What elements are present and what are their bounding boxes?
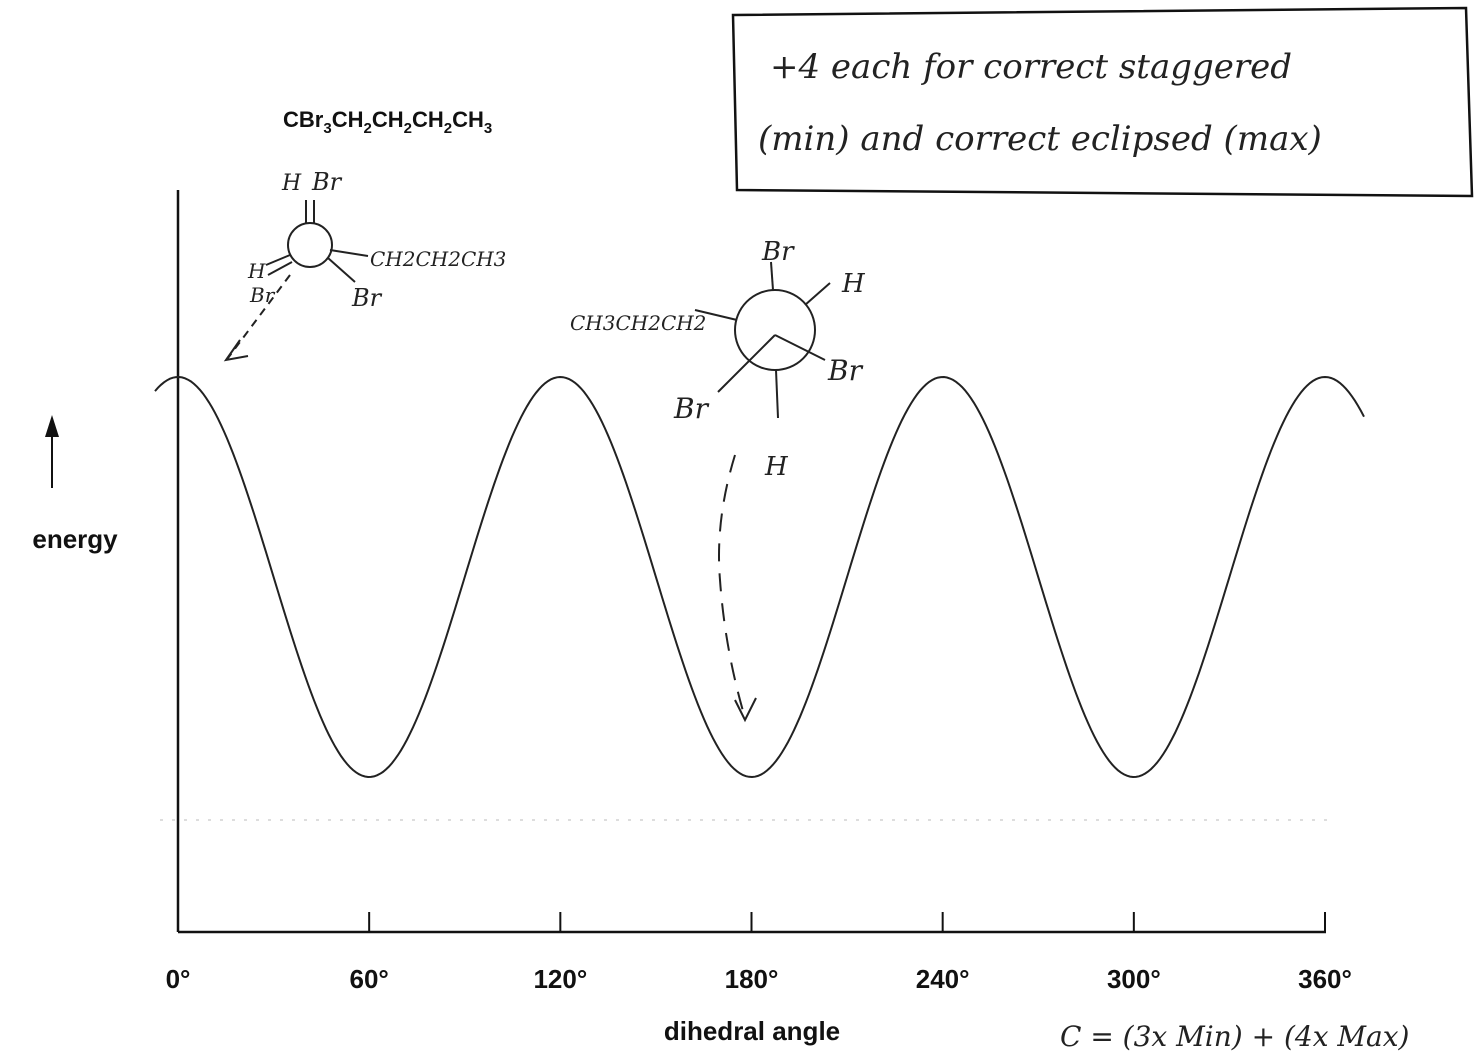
newman-label: H — [281, 171, 302, 196]
energy-curve — [154, 375, 1365, 779]
newman-label: H — [841, 269, 866, 299]
newman-label: CH2CH2CH3 — [370, 247, 506, 271]
newman-label: Br — [761, 237, 795, 267]
formula: CBr3CH2CH2CH2CH3 — [283, 107, 492, 137]
annotation-line: (min) and correct eclipsed (max) — [758, 119, 1322, 159]
x-tick-label: 0° — [166, 964, 191, 994]
x-tick-label: 300° — [1107, 964, 1161, 994]
footer-note: C = (3x Min) + (4x Max) — [1060, 1020, 1409, 1053]
formula-subscript: 2 — [363, 120, 371, 137]
newman-staggered — [694, 261, 831, 723]
energy-arrowhead — [45, 415, 59, 437]
x-tick-label: 360° — [1298, 964, 1352, 994]
formula-subscript: 3 — [323, 120, 331, 137]
formula-part: CH — [332, 107, 364, 132]
newman-label: CH3CH2CH2 — [570, 311, 706, 335]
x-tick-label: 180° — [725, 964, 779, 994]
x-tick-label: 120° — [533, 964, 587, 994]
newman-label: Br — [673, 392, 710, 425]
y-axis-label: energy — [32, 524, 118, 554]
formula-part: CBr — [283, 107, 324, 132]
formula-subscript: 2 — [444, 120, 452, 137]
annotation-frame — [731, 6, 1474, 198]
newman-label: Br — [827, 354, 864, 387]
formula-subscript: 3 — [484, 120, 492, 137]
newman-label: H — [764, 452, 789, 482]
newman-eclipsed — [223, 200, 369, 362]
x-axis-label: dihedral angle — [664, 1016, 840, 1046]
formula-subscript: 2 — [404, 120, 412, 137]
formula-part: CH — [452, 107, 484, 132]
formula-part: CH — [372, 107, 404, 132]
formula-part: CH — [412, 107, 444, 132]
x-tick-label: 240° — [916, 964, 970, 994]
newman-label: Br — [249, 283, 276, 307]
annotation-line: +4 each for correct staggered — [770, 47, 1292, 87]
newman-label: Br — [311, 168, 343, 196]
newman-label: H — [247, 259, 266, 283]
newman-label: Br — [351, 284, 383, 312]
x-tick-label: 60° — [350, 964, 389, 994]
